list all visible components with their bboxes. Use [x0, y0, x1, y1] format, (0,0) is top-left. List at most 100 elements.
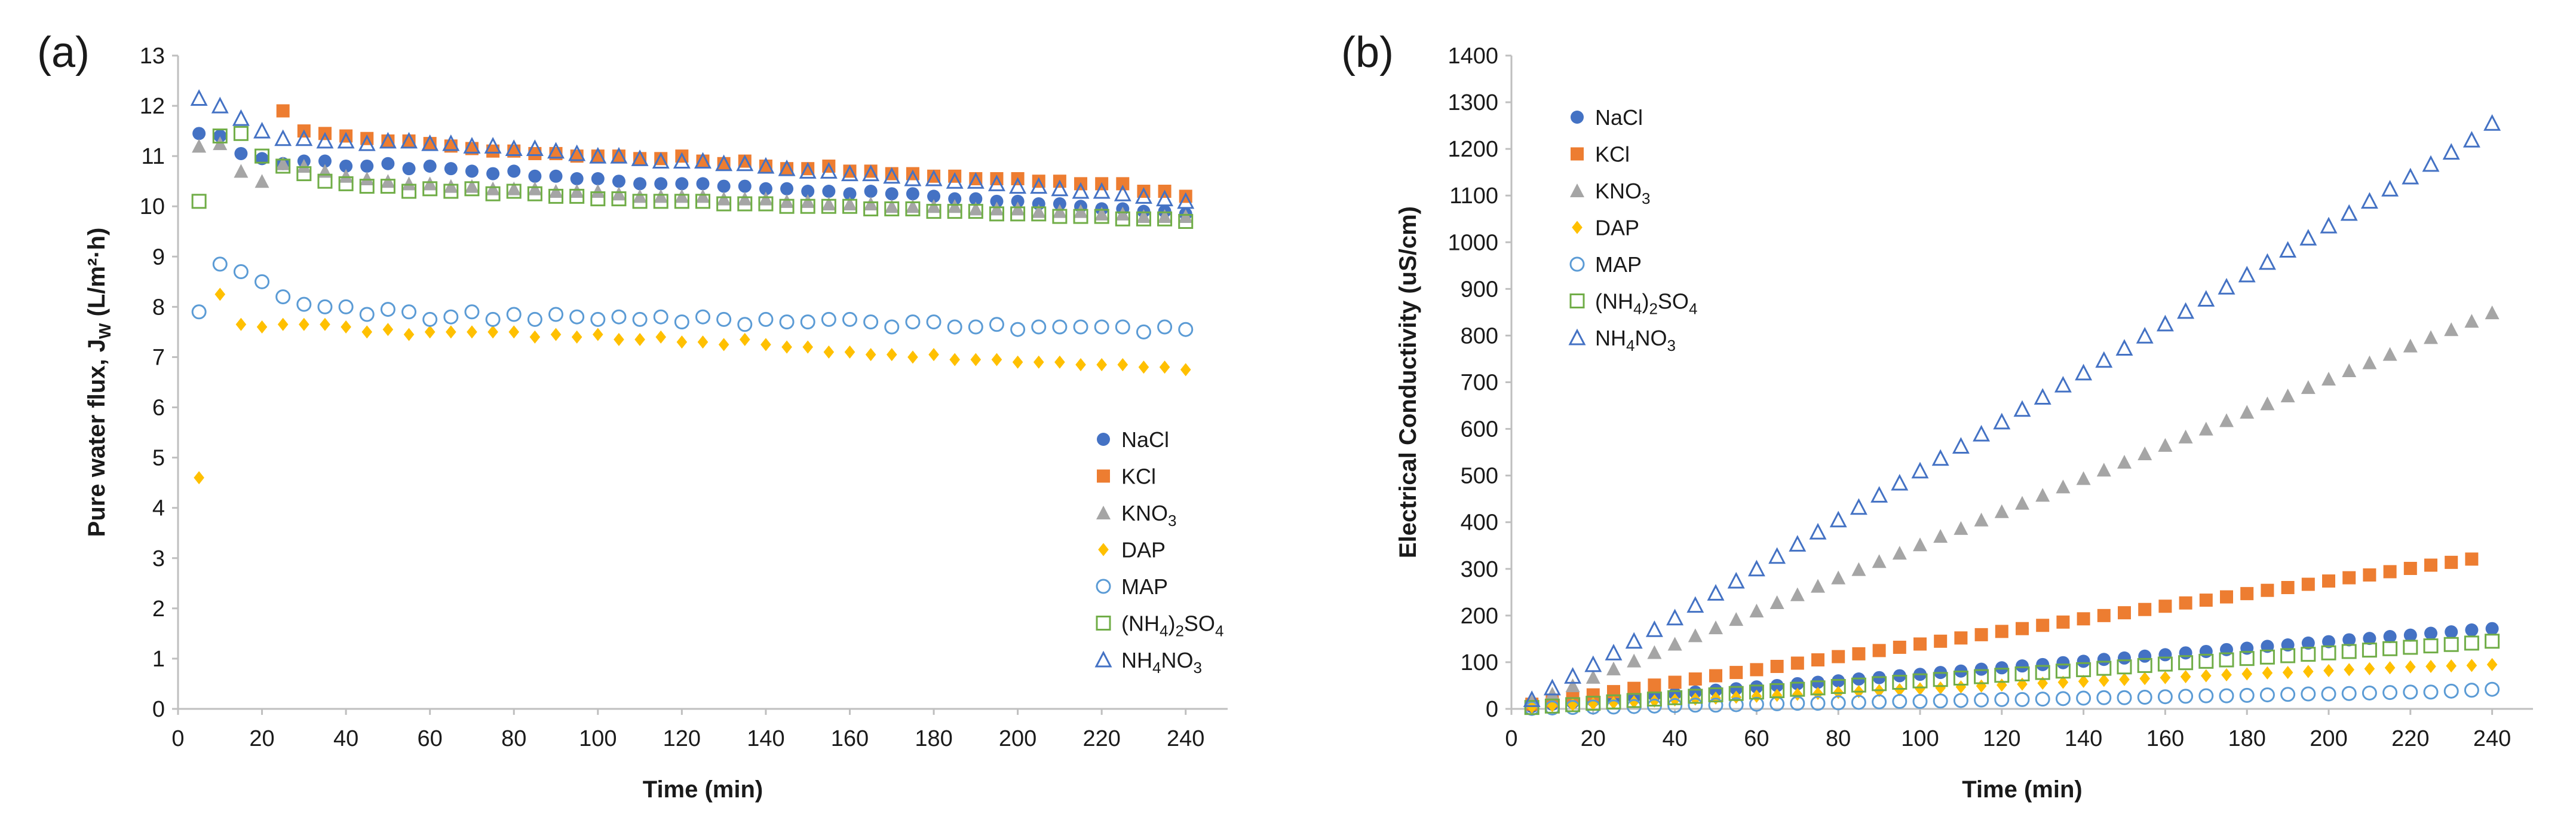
data-point	[190, 89, 208, 106]
y-tick-label: 0	[152, 697, 165, 722]
data-point	[318, 154, 332, 168]
data-point	[528, 169, 542, 183]
data-point	[652, 152, 670, 169]
data-point	[590, 311, 606, 327]
data-point	[591, 149, 605, 163]
data-point	[1586, 688, 1600, 702]
data-point	[1747, 559, 1765, 577]
data-point	[443, 309, 459, 325]
data-point	[2403, 628, 2417, 642]
data-point	[2464, 635, 2479, 651]
data-point	[1955, 680, 1967, 694]
data-point	[759, 182, 772, 195]
data-point	[467, 325, 477, 339]
legend-label: MAP	[1121, 574, 1168, 599]
data-point	[1052, 204, 1067, 218]
data-point	[864, 185, 878, 198]
data-point	[1544, 698, 1560, 714]
data-point	[1031, 204, 1046, 218]
data-point	[948, 169, 962, 183]
x-tick-label: 100	[1901, 726, 1939, 751]
data-point	[2221, 668, 2232, 682]
data-point	[2015, 495, 2029, 510]
data-point	[2382, 347, 2397, 361]
series-NH4NO3	[1523, 114, 2501, 707]
legend-label: MAP	[1595, 252, 1642, 277]
data-point	[1852, 647, 1866, 660]
data-point	[235, 317, 247, 331]
data-point	[2099, 674, 2109, 687]
data-point	[507, 164, 521, 178]
legend-label: DAP	[1121, 538, 1166, 562]
data-point	[1564, 667, 1582, 684]
data-point	[2303, 665, 2314, 678]
data-point	[1851, 695, 1866, 710]
data-point	[275, 158, 291, 174]
legend: NaCl KCl KNO3 DAP MAP (NH4)2SO4 NH4NO3	[1094, 427, 1223, 677]
data-point	[2341, 644, 2357, 659]
x-tick-label: 180	[2228, 726, 2265, 751]
data-point	[1156, 189, 1174, 207]
data-point	[2340, 204, 2358, 221]
data-point	[2076, 471, 2091, 485]
data-point	[341, 320, 351, 334]
data-point	[2199, 594, 2213, 607]
data-point	[1933, 529, 1948, 543]
data-point	[2239, 687, 2255, 703]
data-point	[2462, 131, 2480, 148]
data-point	[1033, 355, 1044, 369]
data-point	[590, 184, 605, 198]
data-point	[1606, 661, 1621, 675]
data-point	[758, 311, 774, 327]
data-point	[2158, 438, 2173, 452]
x-tick-label: 160	[831, 726, 869, 751]
x-tick-label: 80	[501, 726, 526, 751]
legend-marker	[1568, 328, 1586, 345]
data-point	[674, 194, 689, 209]
data-point	[1728, 697, 1744, 712]
data-point	[718, 338, 729, 351]
data-point	[2485, 622, 2499, 635]
data-point	[739, 333, 750, 347]
data-point	[1872, 694, 1887, 709]
data-point	[2138, 602, 2152, 616]
data-point	[2301, 380, 2316, 394]
data-point	[1770, 595, 1784, 609]
data-point	[2301, 647, 2316, 662]
data-point	[1157, 209, 1172, 224]
data-point	[2442, 143, 2460, 160]
data-point	[717, 157, 731, 170]
x-tick-label: 100	[579, 726, 617, 751]
data-point	[927, 199, 942, 213]
data-point	[277, 317, 289, 331]
data-point	[1586, 696, 1601, 711]
x-tick-label: 180	[915, 726, 952, 751]
data-point	[1872, 676, 1887, 692]
x-axis-title: Time (min)	[643, 776, 763, 803]
data-point	[2014, 666, 2030, 681]
data-point	[1136, 324, 1151, 339]
data-point	[1790, 587, 1805, 601]
data-point	[655, 330, 667, 344]
data-point	[1075, 358, 1086, 372]
data-point	[2097, 653, 2111, 666]
data-point	[863, 197, 878, 211]
legend-marker	[1569, 256, 1585, 272]
y-tick-label: 400	[1461, 510, 1498, 536]
x-tick-label: 80	[1826, 726, 1851, 751]
data-point	[212, 129, 228, 144]
data-point	[610, 146, 628, 164]
data-point	[1073, 319, 1088, 335]
data-point	[192, 127, 206, 140]
data-point	[2137, 689, 2152, 705]
data-point	[2485, 305, 2500, 320]
data-point	[2095, 351, 2113, 368]
data-point	[2320, 216, 2338, 234]
legend-label: (NH4)2SO4	[1595, 289, 1697, 318]
data-point	[463, 137, 481, 154]
series-KCl	[1525, 552, 2479, 711]
data-point	[276, 104, 290, 118]
data-point	[1912, 694, 1928, 709]
series-(NH4)2SO4	[1524, 634, 2500, 715]
data-point	[2281, 581, 2295, 595]
